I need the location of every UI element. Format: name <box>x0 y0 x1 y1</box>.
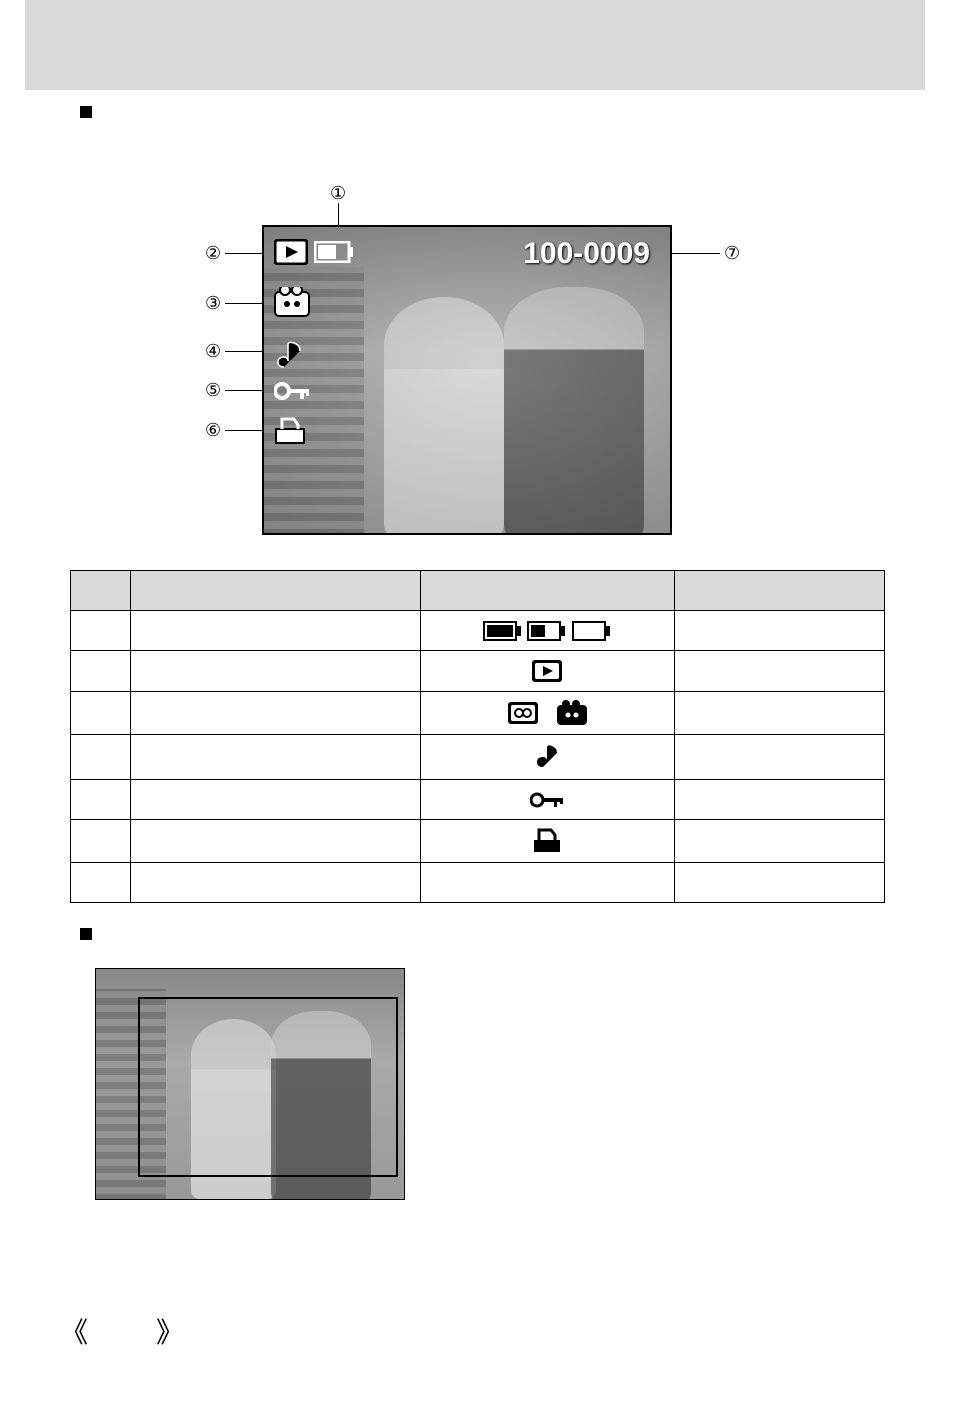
callout-5: ⑤ <box>205 380 221 401</box>
cell-no <box>71 692 131 735</box>
th-icons <box>420 571 675 611</box>
cell-key-icon <box>420 780 675 820</box>
lcd-dpof-icon-row <box>274 417 306 445</box>
cell-desc <box>130 820 420 863</box>
table-row <box>71 820 885 863</box>
cell-no <box>71 735 131 780</box>
leader-6 <box>225 430 262 431</box>
battery-half-icon <box>527 621 567 641</box>
table-row <box>71 692 885 735</box>
leader-1 <box>338 203 339 225</box>
key-icon <box>274 380 310 402</box>
th-no <box>71 571 131 611</box>
section-bullet-1 <box>80 106 92 118</box>
cell-desc <box>130 611 420 651</box>
lcd-voice-icon-row <box>274 339 304 373</box>
table-header-row <box>71 571 885 611</box>
lcd-protect-icon-row <box>274 380 310 402</box>
battery-full-icon <box>483 621 523 641</box>
battery-empty-icon <box>572 621 612 641</box>
leader-3 <box>225 303 262 304</box>
page-header-band <box>25 0 925 90</box>
cell-play-icon <box>420 651 675 692</box>
indicator-table <box>70 570 885 903</box>
cell-dpof-icon <box>420 820 675 863</box>
dpof-lock-icon <box>274 417 306 445</box>
cell-no <box>71 611 131 651</box>
section-bullet-2 <box>80 928 92 940</box>
callout-2: ② <box>205 243 221 264</box>
cell-icons-empty <box>420 863 675 903</box>
cell-page <box>675 651 885 692</box>
cell-desc <box>130 780 420 820</box>
cell-desc <box>130 735 420 780</box>
movie-clip-icon <box>556 700 588 726</box>
cell-page <box>675 863 885 903</box>
cell-no <box>71 863 131 903</box>
music-note-icon <box>534 743 560 771</box>
callout-1: ① <box>330 183 346 204</box>
cell-page <box>675 780 885 820</box>
cell-page <box>675 611 885 651</box>
leader-2 <box>225 253 262 254</box>
leader-7 <box>672 253 720 254</box>
lcd-movie-icon-row <box>274 287 310 317</box>
lcd-top-icons <box>274 239 354 265</box>
play-mode-icon <box>274 239 308 265</box>
table-row <box>71 651 885 692</box>
cell-no <box>71 780 131 820</box>
table-row <box>71 735 885 780</box>
lcd-screen: 100-0009 <box>262 225 672 535</box>
th-page <box>675 571 885 611</box>
leader-4 <box>225 351 262 352</box>
file-number-text: 100-0009 <box>523 237 650 271</box>
page-brackets: 《 》 <box>60 1311 204 1351</box>
cell-battery-icons <box>420 611 675 651</box>
callout-4: ④ <box>205 341 221 362</box>
th-desc <box>130 571 420 611</box>
voice-rec-icon <box>507 701 539 725</box>
cell-no <box>71 651 131 692</box>
callout-6: ⑥ <box>205 420 221 441</box>
callout-7: ⑦ <box>724 243 740 264</box>
cell-desc <box>130 863 420 903</box>
movie-clip-icon <box>274 287 310 317</box>
small-lcd-screen <box>95 968 405 1200</box>
dpof-lock-icon <box>532 828 562 854</box>
table-row <box>71 863 885 903</box>
cell-page <box>675 820 885 863</box>
tv-safe-frame <box>138 997 398 1177</box>
cell-voice-movie-icons <box>420 692 675 735</box>
cell-desc <box>130 692 420 735</box>
key-icon <box>530 790 564 810</box>
play-mode-icon <box>531 659 563 683</box>
table-row <box>71 780 885 820</box>
music-note-icon <box>274 339 304 373</box>
callout-3: ③ <box>205 293 221 314</box>
table-row <box>71 611 885 651</box>
cell-page <box>675 735 885 780</box>
cell-no <box>71 820 131 863</box>
cell-page <box>675 692 885 735</box>
cell-music-icon <box>420 735 675 780</box>
battery-icon <box>314 241 354 263</box>
leader-5 <box>225 390 262 391</box>
cell-desc <box>130 651 420 692</box>
lcd-filter <box>264 227 670 533</box>
